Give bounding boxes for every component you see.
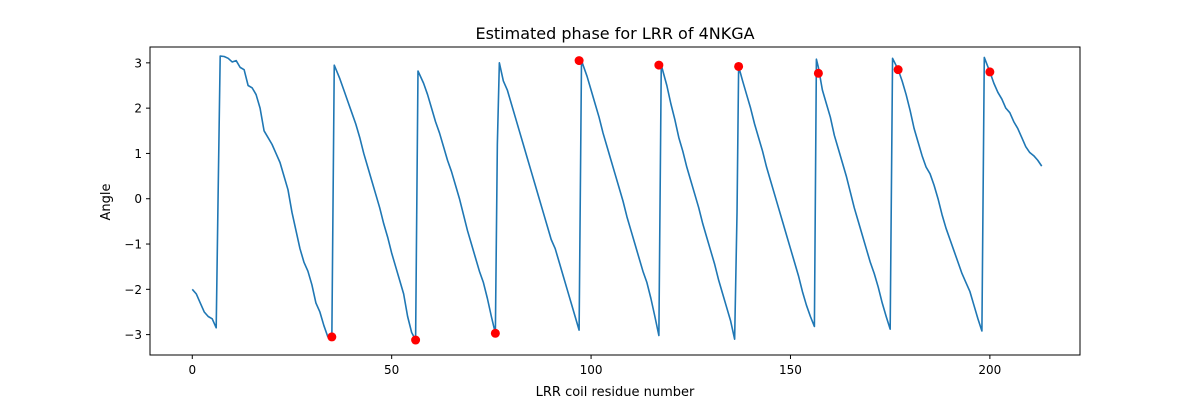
x-tick-label-50: 50 bbox=[384, 363, 399, 377]
y-tick-label--1: −1 bbox=[124, 238, 142, 252]
marker-point-0 bbox=[327, 332, 337, 342]
x-tick-label-0: 0 bbox=[188, 363, 196, 377]
marker-point-5 bbox=[734, 61, 744, 71]
marker-point-6 bbox=[813, 68, 823, 78]
x-tick-label-200: 200 bbox=[978, 363, 1001, 377]
axes-frame bbox=[149, 46, 1081, 356]
x-tick-label-100: 100 bbox=[580, 363, 603, 377]
x-axis-label: LRR coil residue number bbox=[536, 385, 695, 400]
marker-point-2 bbox=[490, 328, 500, 338]
y-tick-label--2: −2 bbox=[124, 283, 142, 297]
plot-area: 0 50 100 150 200 −3 −2 −1 0 1 2 3 bbox=[124, 46, 1081, 377]
y-tick-label-2: 2 bbox=[134, 102, 142, 116]
marker-point-1 bbox=[411, 335, 421, 345]
marker-point-7 bbox=[893, 65, 903, 75]
y-tick-label-0: 0 bbox=[134, 192, 142, 206]
y-tick-label-1: 1 bbox=[134, 147, 142, 161]
marker-point-8 bbox=[985, 67, 995, 77]
marker-point-4 bbox=[654, 60, 664, 70]
x-tick-label-150: 150 bbox=[779, 363, 802, 377]
y-tick-label-3: 3 bbox=[134, 56, 142, 70]
marker-point-3 bbox=[574, 56, 584, 66]
chart-title: Estimated phase for LRR of 4NKGA bbox=[475, 24, 754, 43]
y-axis-label: Angle bbox=[99, 184, 114, 221]
y-tick-label--3: −3 bbox=[124, 328, 142, 342]
